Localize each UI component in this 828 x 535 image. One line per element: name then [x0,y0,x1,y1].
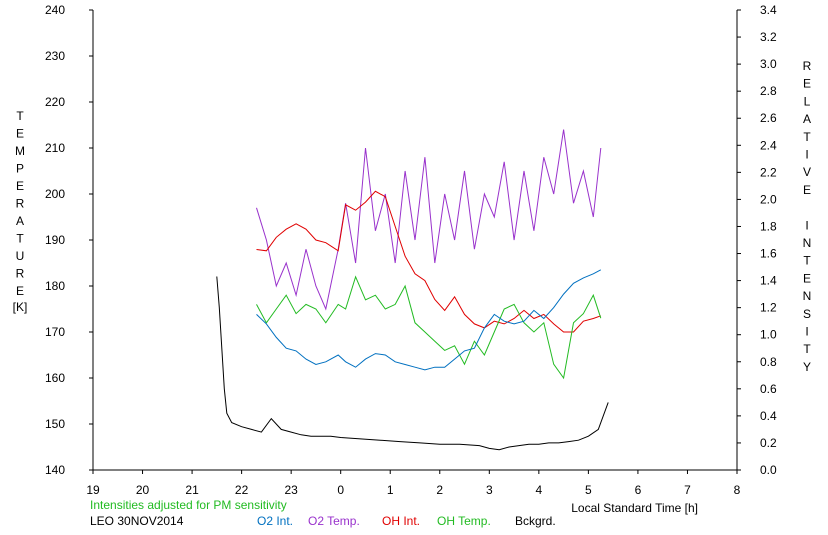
right-axis-label-letter: T [803,130,811,144]
x-axis-ticks: 19 20 21 22 23 0 1 2 3 4 5 6 7 8 [86,470,741,497]
left-axis-label-letter: E [16,179,24,193]
x-tick-label: 7 [684,483,691,497]
right-tick-label: 3.2 [760,30,777,44]
right-tick-label: 1.4 [760,274,777,288]
series-line-oh-temp [256,275,602,380]
right-axis-label-letter: I [805,148,808,162]
left-axis-label-letter: E [16,127,24,141]
right-axis-label-letter: T [803,342,811,356]
right-axis-label-letter: E [803,77,811,91]
station-date-label: LEO 30NOV2014 [90,514,184,528]
x-tick-label: 21 [185,483,199,497]
right-axis-label-letter: E [803,271,811,285]
left-axis-label-letter: E [16,284,24,298]
right-axis-label-letter: V [803,165,811,179]
sensitivity-note: Intensities adjusted for PM sensitivity [90,498,287,512]
x-tick-label: 19 [86,483,100,497]
right-axis-label-letter: N [803,236,812,250]
left-tick-label: 190 [45,233,65,247]
legend-item: OH Temp. [437,514,491,528]
plot-lines [216,129,609,451]
right-axis-label-letter: A [803,112,811,126]
x-tick-label: 6 [635,483,642,497]
right-tick-label: 0.4 [760,409,777,423]
legend-item: O2 Int. [257,514,293,528]
right-axis-label-letter: I [805,218,808,232]
x-tick-label: 0 [337,483,344,497]
legend-item: OH Int. [382,514,420,528]
x-tick-label: 8 [734,483,741,497]
x-tick-label: 23 [284,483,298,497]
right-axis-label-letter: E [803,183,811,197]
right-tick-label: 3.4 [760,3,777,17]
right-axis-label-letter: S [803,307,811,321]
right-tick-label: 0.6 [760,382,777,396]
left-axis-label-letter: A [16,214,24,228]
left-axis-label-letter: T [16,109,24,123]
right-tick-label: 0.8 [760,355,777,369]
left-axis-label-letter: R [16,267,25,281]
right-axis-label-letter: T [803,254,811,268]
x-tick-label: 1 [387,483,394,497]
left-tick-label: 210 [45,141,65,155]
right-tick-label: 2.6 [760,111,777,125]
left-tick-label: 180 [45,279,65,293]
x-tick-label: 3 [486,483,493,497]
right-tick-label: 2.2 [760,165,777,179]
right-tick-label: 1.8 [760,219,777,233]
right-axis-label-letter: Y [803,360,811,374]
series-line-bckgrd [216,276,609,451]
left-axis-label-letter: M [15,144,25,158]
left-tick-label: 170 [45,325,65,339]
x-tick-label: 20 [136,483,150,497]
left-axis-unit: [K] [13,300,28,314]
x-tick-label: 2 [436,483,443,497]
right-tick-label: 2.4 [760,138,777,152]
left-axis-label-letter: R [16,197,25,211]
left-axis-label-letter: P [16,162,24,176]
left-axis-label-letter: T [16,232,24,246]
right-tick-label: 2.0 [760,192,777,206]
left-tick-label: 140 [45,463,65,477]
right-axis-label-letter: N [803,289,812,303]
right-tick-label: 1.2 [760,301,777,315]
left-tick-label: 200 [45,187,65,201]
left-tick-label: 220 [45,95,65,109]
right-axis-label-letter: R [803,59,812,73]
right-tick-label: 3.0 [760,57,777,71]
left-axis-ticks: 140 150 160 170 180 190 200 210 220 230 240 [45,3,93,477]
right-tick-label: 1.6 [760,247,777,261]
left-tick-label: 160 [45,371,65,385]
legend: O2 Int. O2 Temp. OH Int. OH Temp. Bckgrd. [257,514,556,528]
left-tick-label: 150 [45,417,65,431]
right-axis-ticks: 0.0 0.2 0.4 0.6 0.8 1.0 1.2 1.4 1.6 1.8 2.0 2.2 2.4 2… [737,3,777,477]
right-tick-label: 2.8 [760,84,777,98]
right-tick-label: 0.0 [760,463,777,477]
right-axis-label-letter: I [805,325,808,339]
x-tick-label: 5 [585,483,592,497]
series-line-o2-temp [256,129,602,311]
left-axis-label-letter: U [16,249,25,263]
left-tick-label: 230 [45,49,65,63]
x-axis-label: Local Standard Time [h] [571,501,698,515]
right-axis-label-letter: L [804,94,811,108]
left-tick-label: 240 [45,3,65,17]
x-tick-label: 22 [235,483,249,497]
right-tick-label: 1.0 [760,328,777,342]
legend-item: Bckgrd. [515,514,556,528]
x-tick-label: 4 [536,483,543,497]
series-line-o2-int [256,269,602,371]
right-tick-label: 0.2 [760,436,777,450]
legend-item: O2 Temp. [308,514,360,528]
